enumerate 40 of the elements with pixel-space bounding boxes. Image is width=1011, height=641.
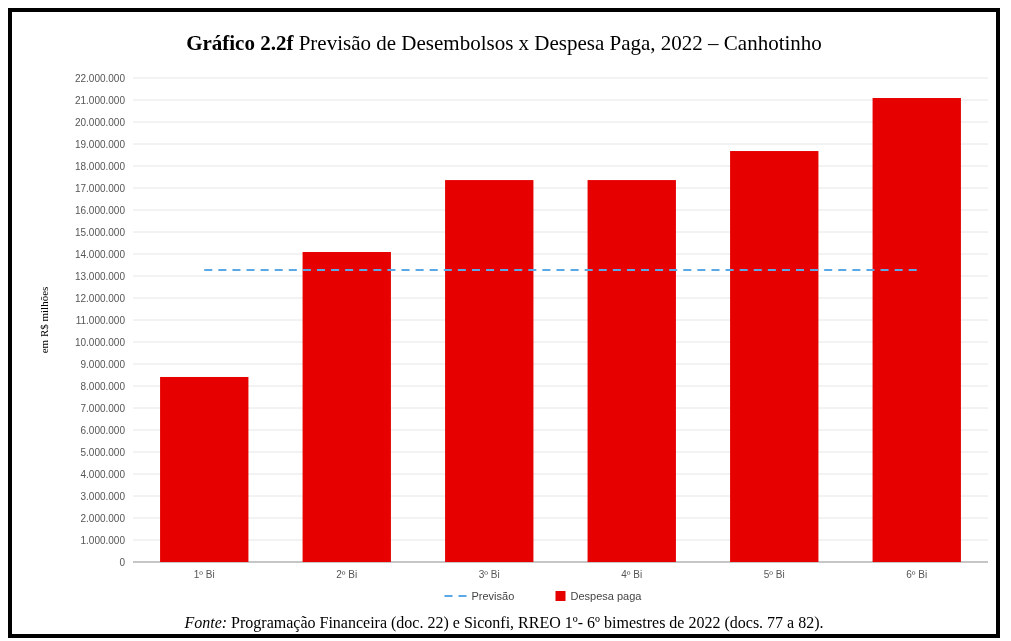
y-tick-label: 0 [119, 556, 126, 568]
y-tick-label: 5.000.000 [80, 446, 126, 458]
x-tick-label: 1º Bi [193, 569, 215, 580]
x-tick-label: 3º Bi [478, 569, 500, 580]
bar [872, 98, 961, 562]
y-tick-label: 14.000.000 [74, 248, 126, 260]
y-tick-label: 15.000.000 [74, 226, 126, 238]
x-tick-label: 4º Bi [621, 569, 643, 580]
y-tick-label: 3.000.000 [80, 490, 126, 502]
y-tick-label: 10.000.000 [74, 336, 126, 348]
bar [730, 151, 819, 562]
y-tick-label: 18.000.000 [74, 160, 126, 172]
y-tick-label: 21.000.000 [74, 94, 126, 106]
source-note: Fonte: Programação Financeira (doc. 22) e Siconfi, RREO 1º- 6º bimestres de 2022 (docs. 77 a 82). [183, 614, 824, 632]
y-tick-label: 8.000.000 [80, 380, 126, 392]
y-tick-label: 16.000.000 [74, 204, 126, 216]
x-tick-label: 2º Bi [336, 569, 358, 580]
y-tick-label: 20.000.000 [74, 116, 126, 128]
bar [302, 252, 391, 562]
y-tick-label: 4.000.000 [80, 468, 126, 480]
y-axis-title: em R$ milhões [38, 286, 50, 354]
legend-label: Despesa paga [570, 589, 643, 602]
y-tick-label: 1.000.000 [80, 534, 126, 546]
bar [445, 180, 534, 562]
y-tick-label: 11.000.000 [75, 314, 126, 326]
y-tick-label: 17.000.000 [74, 182, 126, 194]
y-tick-label: 22.000.000 [74, 72, 126, 84]
x-tick-label: 6º Bi [906, 569, 928, 580]
y-tick-label: 6.000.000 [80, 424, 126, 436]
legend-label: Previsão [471, 589, 515, 602]
x-tick-label: 5º Bi [763, 569, 785, 580]
bar [160, 376, 249, 562]
y-tick-label: 7.000.000 [80, 402, 126, 414]
y-tick-label: 2.000.000 [80, 512, 126, 524]
y-tick-label: 9.000.000 [80, 358, 126, 370]
y-tick-label: 12.000.000 [74, 292, 126, 304]
chart-title: Gráfico 2.2f Previsão de Desembolsos x Despesa Paga, 2022 – Canhotinho [186, 31, 822, 55]
y-tick-label: 13.000.000 [74, 270, 126, 282]
y-tick-label: 19.000.000 [74, 138, 126, 150]
bar [587, 180, 676, 562]
